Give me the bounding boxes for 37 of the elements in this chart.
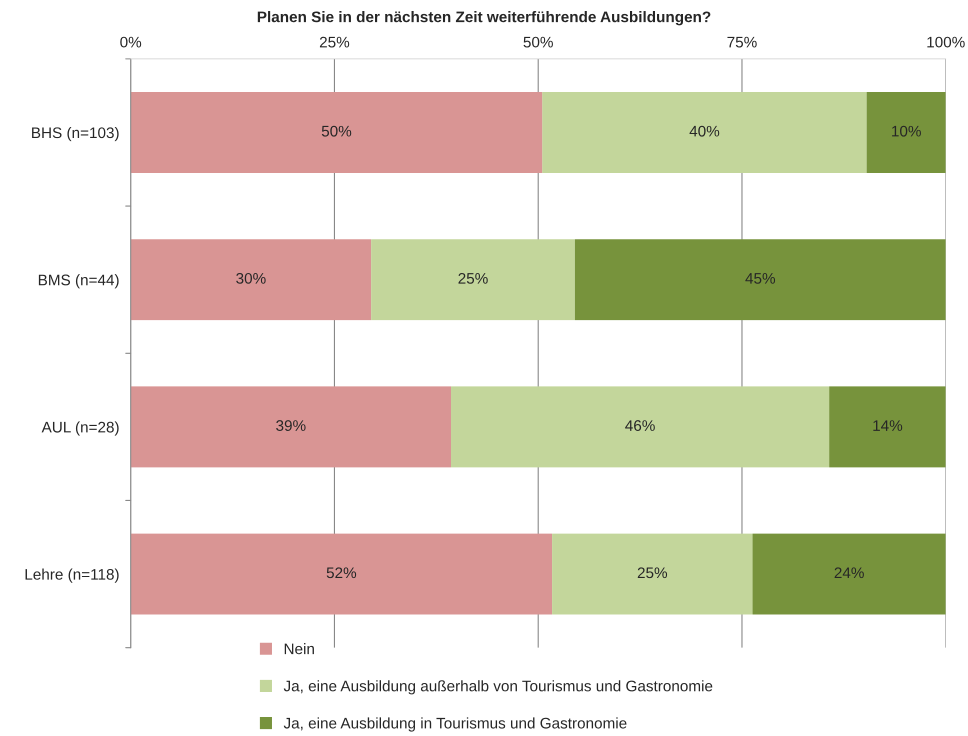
bar bbox=[130, 92, 542, 173]
x-tick-label: 25% bbox=[320, 36, 350, 48]
bar bbox=[371, 239, 575, 320]
y-tick-label: BHS (n=103) bbox=[32, 126, 119, 142]
bar bbox=[752, 534, 946, 615]
data-label: 25% bbox=[638, 567, 668, 578]
chart-title: Planen Sie in der nächsten Zeit weiterführende Ausbildungen? bbox=[258, 11, 710, 26]
legend-label: Ja, eine Ausbildung außerhalb von Tourismus und Gastronomie bbox=[284, 680, 712, 694]
data-label: 45% bbox=[745, 273, 776, 284]
bar bbox=[130, 386, 451, 468]
y-tick-label: Lehre (n=118) bbox=[26, 568, 119, 583]
x-tick-label: 50% bbox=[524, 36, 553, 48]
x-tick-label: 100% bbox=[927, 36, 965, 48]
data-label: 50% bbox=[322, 126, 352, 137]
bar bbox=[866, 92, 946, 173]
y-tick-label: AUL (n=28) bbox=[42, 421, 119, 436]
legend-label: Nein bbox=[284, 643, 314, 654]
y-tick-label: BMS (n=44) bbox=[38, 274, 119, 288]
data-label: 25% bbox=[458, 272, 488, 284]
data-label: 52% bbox=[326, 567, 356, 578]
data-label: 10% bbox=[892, 126, 921, 137]
bar bbox=[829, 386, 946, 468]
data-label: 30% bbox=[236, 272, 266, 284]
bar bbox=[130, 534, 552, 615]
x-tick-label: 0% bbox=[120, 36, 142, 48]
bar bbox=[574, 239, 946, 320]
data-label: 24% bbox=[834, 567, 864, 578]
legend-label: Ja, eine Ausbildung in Tourismus und Gastronomie bbox=[284, 717, 626, 732]
bar bbox=[552, 534, 753, 615]
data-label: 39% bbox=[276, 420, 306, 431]
data-label: 14% bbox=[873, 420, 902, 431]
bar bbox=[450, 386, 830, 468]
data-label: 40% bbox=[690, 126, 720, 137]
bar bbox=[542, 92, 867, 173]
bar bbox=[130, 239, 372, 320]
x-tick-label: 75% bbox=[727, 36, 757, 48]
data-label: 46% bbox=[625, 420, 655, 431]
